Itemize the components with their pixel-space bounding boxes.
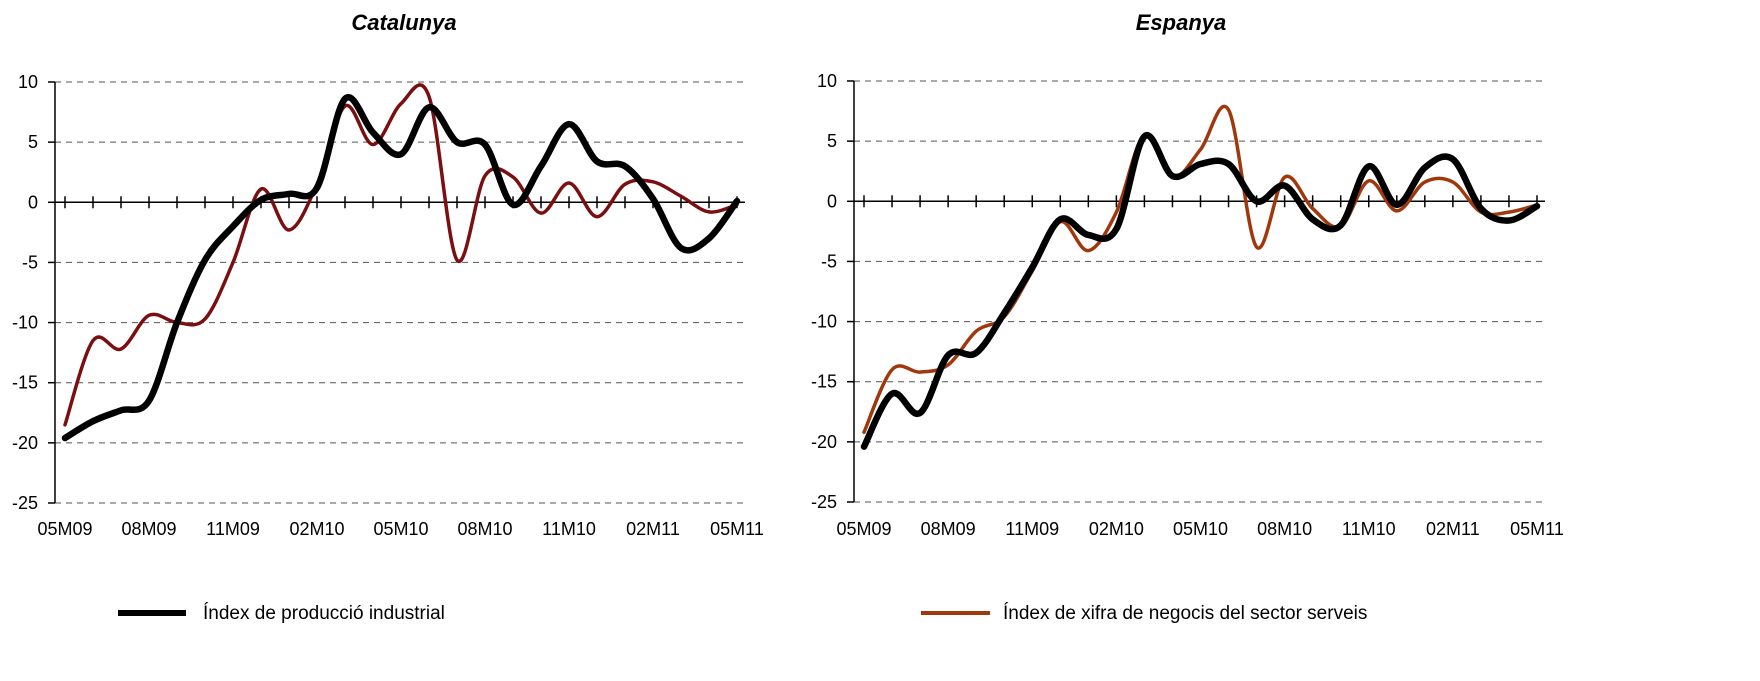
y-tick-label: -25 — [12, 493, 38, 513]
series-line-industrial — [61, 94, 741, 442]
y-tick-label: -5 — [821, 251, 837, 271]
x-tick-label: 02M11 — [626, 519, 680, 539]
chart-title: Catalunya — [351, 10, 456, 35]
y-tick-label: 0 — [28, 192, 38, 212]
x-tick-label: 08M10 — [1257, 519, 1312, 539]
x-tick-label: 05M09 — [37, 519, 92, 539]
y-tick-label: -25 — [811, 492, 837, 512]
x-tick-label: 05M11 — [1510, 519, 1564, 539]
series-line-industrial — [860, 131, 1541, 450]
series-line-services — [63, 83, 739, 427]
x-tick-label: 05M09 — [836, 519, 891, 539]
x-tick-label: 05M10 — [1173, 519, 1228, 539]
x-tick-label: 11M10 — [1342, 519, 1396, 539]
x-tick-label: 05M11 — [710, 519, 764, 539]
x-tick-label: 02M10 — [289, 519, 344, 539]
y-tick-label: -15 — [12, 373, 38, 393]
x-tick-label: 02M11 — [1426, 519, 1480, 539]
y-tick-label: -10 — [12, 313, 38, 333]
y-tick-label: -15 — [811, 372, 837, 392]
y-tick-label: -20 — [12, 433, 38, 453]
x-tick-label: 08M09 — [121, 519, 176, 539]
y-tick-label: 10 — [817, 71, 837, 91]
x-tick-label: 02M10 — [1089, 519, 1144, 539]
series-line-services — [862, 104, 1539, 434]
y-tick-label: 5 — [827, 131, 837, 151]
chart-title: Espanya — [1136, 10, 1227, 35]
x-tick-label: 11M09 — [1005, 519, 1059, 539]
y-tick-label: -20 — [811, 432, 837, 452]
y-tick-label: 0 — [827, 191, 837, 211]
legend-label: Índex de xifra de negocis del sector ser… — [1003, 603, 1367, 624]
y-tick-label: 5 — [28, 132, 38, 152]
x-tick-label: 11M09 — [206, 519, 260, 539]
legend-label: Índex de producció industrial — [203, 603, 445, 624]
x-tick-label: 08M10 — [457, 519, 512, 539]
chart-panel-0: Catalunya 10 5 0 -5 -10 -15 -20 -25 05M09 08M09 11M… — [12, 10, 764, 539]
x-tick-label: 05M10 — [373, 519, 428, 539]
chart-panel-1: Espanya 10 5 0 -5 -10 -15 -20 -25 05M09 08M09 11M09… — [811, 10, 1564, 539]
legend-item-1: Índex de xifra de negocis del sector ser… — [921, 603, 1367, 624]
x-tick-label: 11M10 — [542, 519, 596, 539]
x-tick-label: 08M09 — [921, 519, 976, 539]
y-tick-label: -5 — [22, 252, 38, 272]
y-tick-label: -10 — [811, 312, 837, 332]
y-tick-label: 10 — [18, 72, 38, 92]
legend-item-0: Índex de producció industrial — [118, 603, 445, 624]
